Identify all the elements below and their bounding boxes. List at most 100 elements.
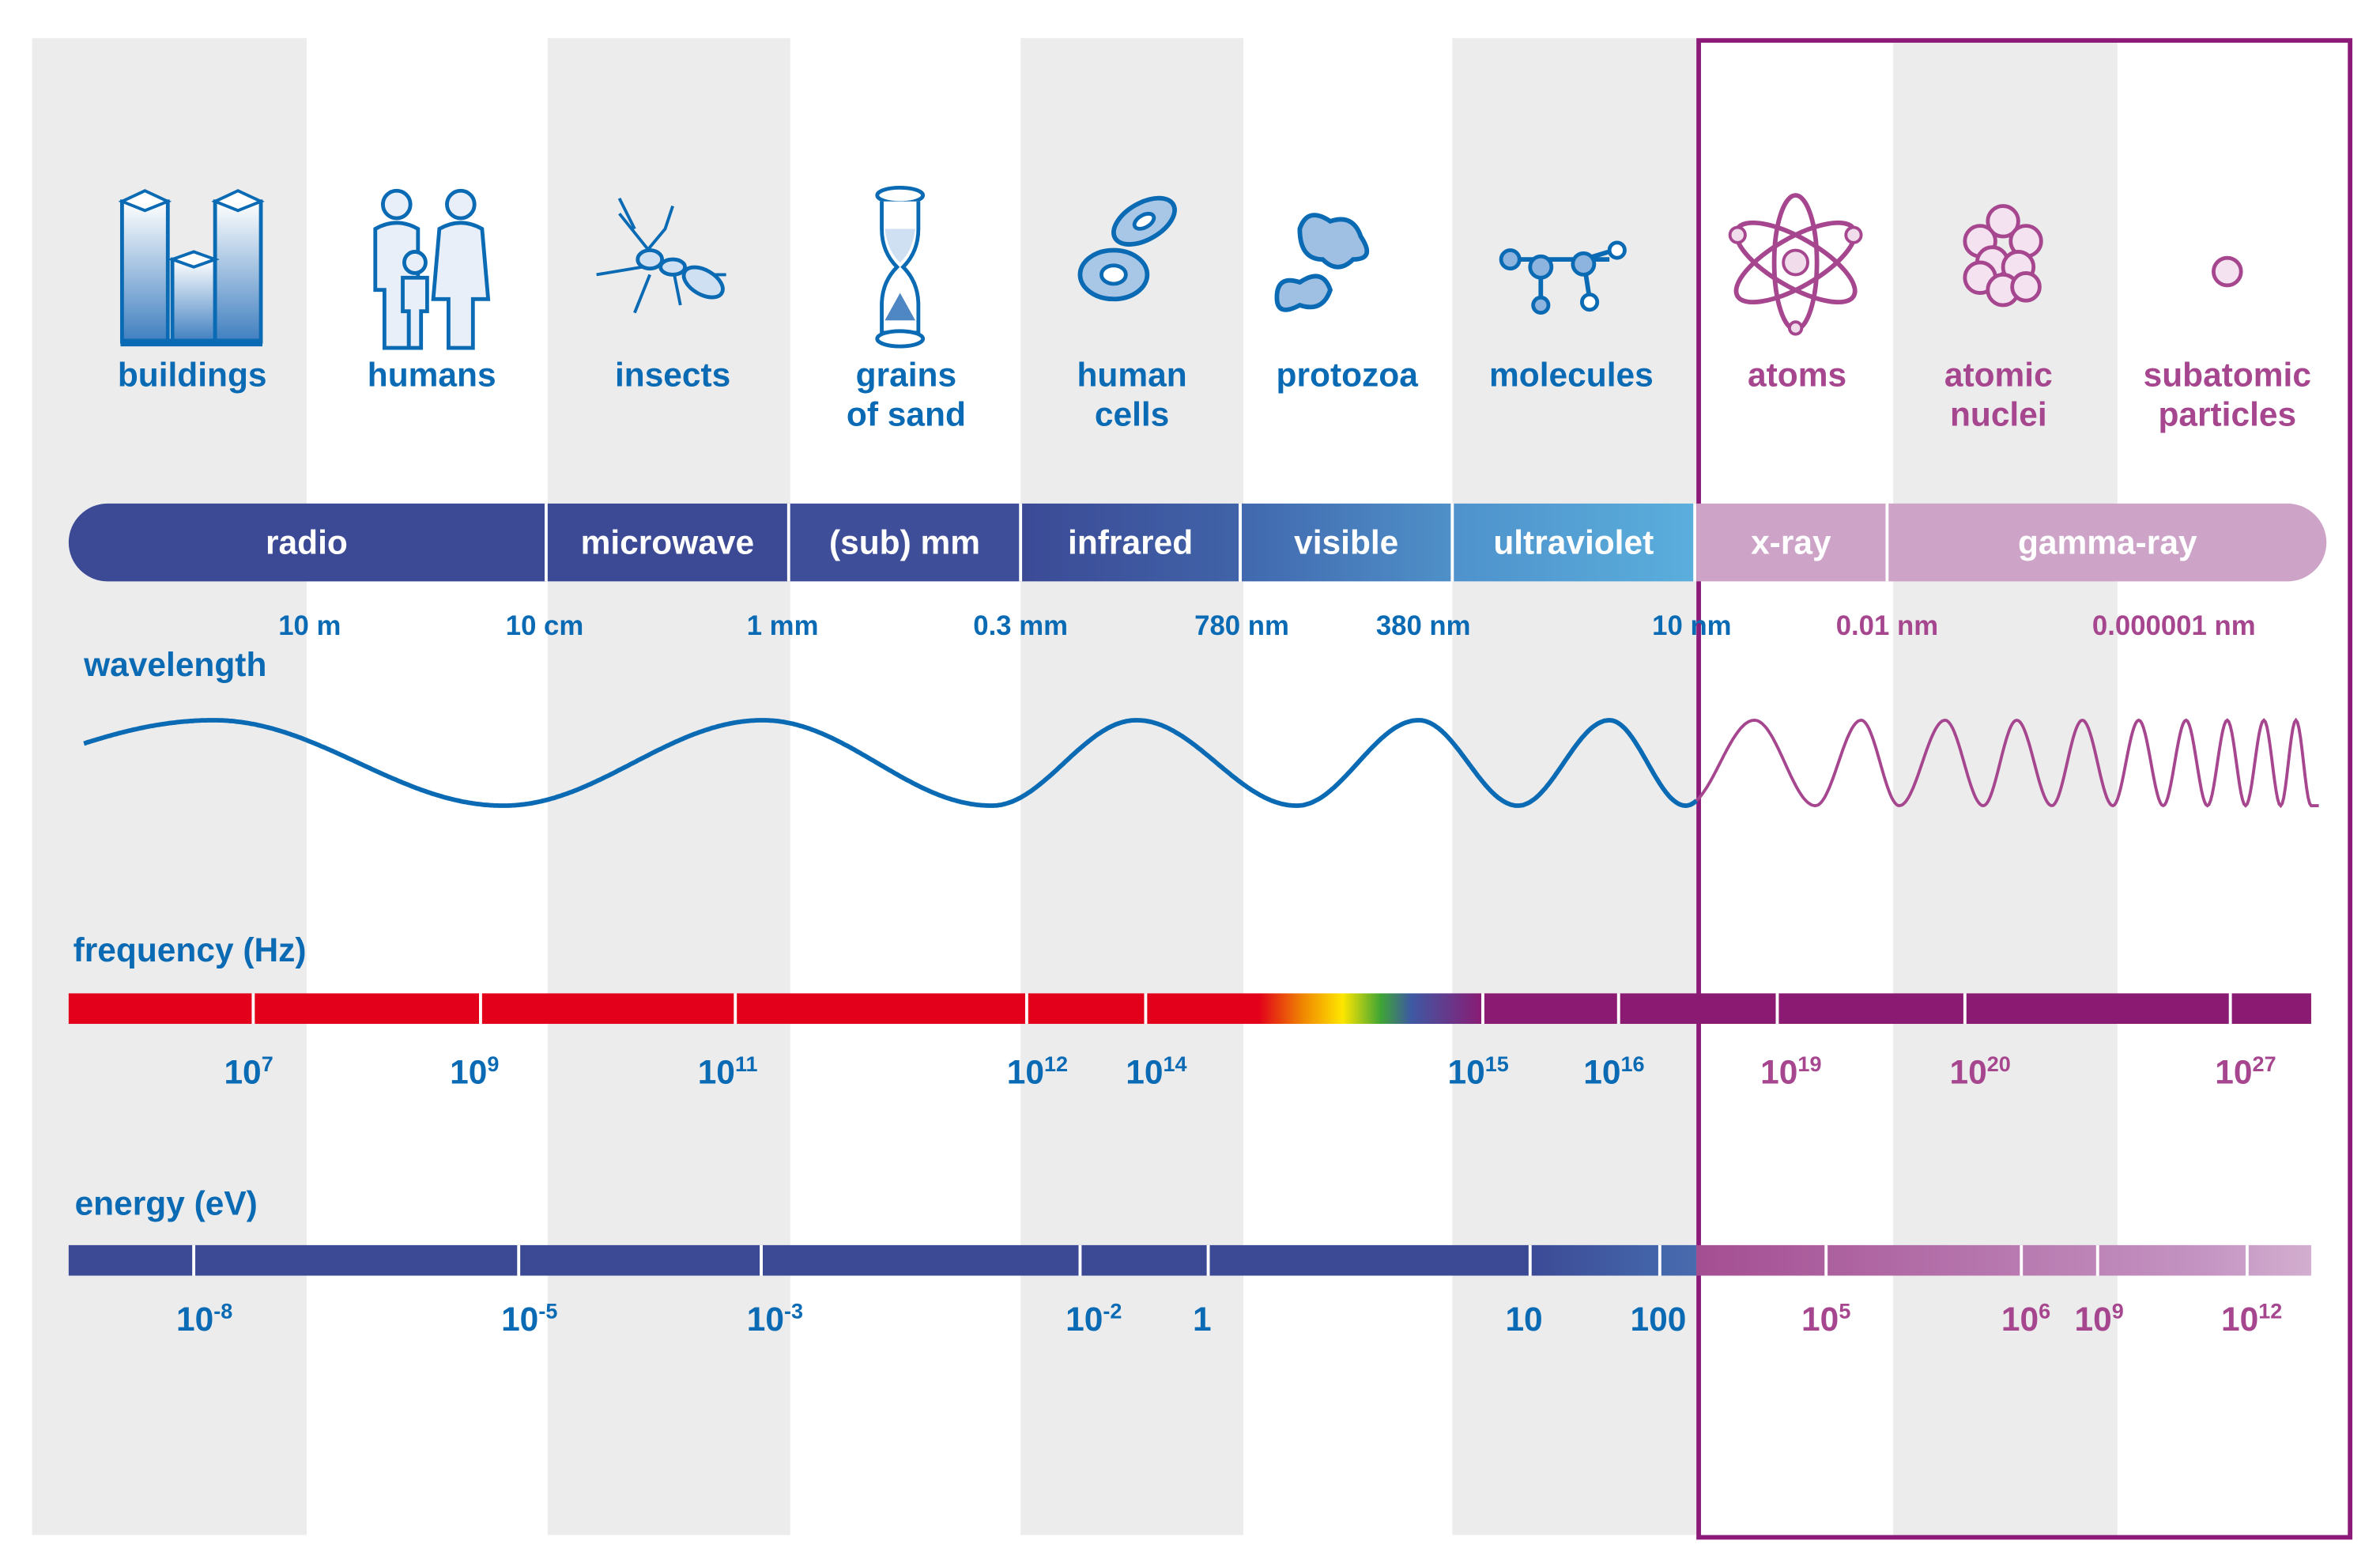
tick-exponent: 9: [487, 1051, 500, 1076]
label-subatomic-particles: subatomic particles: [2144, 356, 2311, 435]
bar-separator: [192, 1244, 196, 1276]
tick-base: 10: [2074, 1300, 2112, 1339]
tick-exponent: 6: [2039, 1298, 2051, 1323]
bar-separator: [2245, 1244, 2249, 1276]
frequency-tick-label: 109: [450, 1051, 500, 1093]
wave-pink-segment: [1695, 717, 2319, 809]
bar-separator: [2095, 1244, 2099, 1276]
energy-tick-label: 10: [1505, 1300, 1542, 1339]
label-line: human: [1077, 355, 1187, 394]
label-buildings: buildings: [117, 355, 267, 394]
band-infrared: infrared: [1022, 503, 1243, 582]
bar-separator: [1616, 993, 1620, 1025]
tick-base: 10: [1066, 1300, 1103, 1339]
bar-separator: [1658, 1244, 1661, 1276]
molecule-icon: [1499, 240, 1627, 315]
tick-exponent: 16: [1620, 1051, 1645, 1076]
bar-separator: [1078, 1244, 1082, 1276]
frequency-tick-label: 1012: [1007, 1051, 1069, 1093]
wavelength-label: 780 nm: [1194, 610, 1289, 641]
wavelength-label: 0.000001 nm: [2091, 610, 2256, 641]
tick-base: 10: [697, 1052, 735, 1091]
band-radio: radio: [68, 503, 548, 582]
frequency-tick-label: 1020: [1949, 1052, 2010, 1093]
tick-base: 10: [1801, 1300, 1839, 1339]
humans-icon: [373, 188, 491, 350]
bar-separator: [1206, 1244, 1210, 1276]
background-stripe: [1452, 38, 1697, 1535]
tick-exponent: 12: [1043, 1051, 1069, 1076]
tick-exponent: 9: [2111, 1298, 2124, 1323]
wavelength-label: 10 cm: [505, 610, 584, 641]
bar-separator: [2020, 1244, 2024, 1276]
energy-tick-label: 10-5: [501, 1298, 557, 1339]
tick-base: 10: [1505, 1300, 1543, 1339]
particle-icon: [2212, 255, 2243, 288]
label-human-cells: human cells: [1077, 356, 1186, 435]
energy-tick-label: 10-2: [1066, 1298, 1122, 1339]
band-visible: visible: [1242, 503, 1454, 582]
energy-tick-label: 10-3: [746, 1298, 804, 1339]
wavelength-label: 0.3 mm: [973, 610, 1069, 641]
hourglass-icon: [875, 185, 926, 349]
ionizing-radiation-frame: [1696, 38, 2353, 1540]
tick-exponent: -3: [784, 1298, 804, 1323]
cells-icon: [1077, 195, 1177, 302]
energy-tick-label: 100: [1630, 1300, 1686, 1339]
band-microwave: microwave: [547, 503, 790, 582]
wavelength-label: 0.01 nm: [1835, 610, 1939, 641]
label-line: grains: [855, 355, 957, 394]
frequency-tick-label: 1019: [1760, 1051, 1822, 1093]
tick-exponent: -8: [213, 1298, 233, 1323]
tick-base: 10: [2001, 1300, 2039, 1339]
band-ultraviolet: ultraviolet: [1454, 503, 1697, 582]
atom-icon: [1728, 193, 1863, 336]
bar-separator: [2228, 993, 2232, 1025]
energy-bar: [68, 1244, 2311, 1276]
frequency-tick-label: 1027: [2215, 1051, 2276, 1093]
label-line: subatomic: [2143, 355, 2311, 394]
wavelength-label: 10 nm: [1652, 610, 1732, 641]
tick-exponent: 15: [1484, 1051, 1509, 1076]
tick-base: 1: [1193, 1300, 1212, 1339]
label-line: nuclei: [1949, 395, 2047, 434]
label-humans: humans: [367, 355, 496, 394]
bar-separator: [1775, 993, 1779, 1025]
bar-separator: [734, 993, 737, 1025]
band-gamma-ray: gamma-ray: [1888, 503, 2327, 582]
energy-tick-label: 1012: [2221, 1298, 2283, 1339]
nucleus-icon: [1963, 204, 2043, 308]
tick-base: 10: [1447, 1052, 1485, 1091]
energy-tick-label: 1: [1193, 1300, 1212, 1339]
bar-separator: [1528, 1244, 1532, 1276]
frequency-tick-label: 1015: [1447, 1051, 1509, 1093]
frequency-tick-label: 1014: [1126, 1051, 1187, 1093]
tick-exponent: 12: [2258, 1298, 2283, 1323]
band-sub-mm: (sub) mm: [790, 503, 1023, 582]
label-line: cells: [1094, 395, 1170, 434]
tick-exponent: 14: [1163, 1051, 1187, 1076]
wavelength-label: 1 mm: [746, 610, 819, 641]
tick-exponent: 19: [1797, 1051, 1822, 1076]
tick-exponent: 11: [734, 1051, 758, 1076]
energy-tick-label: 109: [2074, 1298, 2124, 1339]
label-protozoa: protozoa: [1276, 355, 1418, 394]
bar-separator: [1824, 1244, 1828, 1276]
wavelength-label: 380 nm: [1375, 610, 1471, 641]
label-line: atomic: [1944, 355, 2053, 394]
tick-base: 10: [2221, 1300, 2259, 1339]
tick-base: 10: [450, 1052, 488, 1091]
tick-base: 10: [2215, 1052, 2253, 1091]
tick-base: 100: [1630, 1300, 1687, 1339]
label-grains-of-sand: grains of sand: [847, 356, 966, 435]
bar-separator: [1963, 993, 1967, 1025]
tick-base: 10: [1760, 1052, 1798, 1091]
label-line: particles: [2158, 395, 2297, 434]
frequency-bar: [68, 993, 2311, 1025]
frequency-title: frequency (Hz): [73, 931, 307, 969]
wave-illustration: [83, 717, 2319, 809]
wavelength-label: 10 m: [278, 610, 341, 641]
tick-base: 10: [746, 1300, 785, 1339]
tick-exponent: 27: [2252, 1051, 2276, 1076]
